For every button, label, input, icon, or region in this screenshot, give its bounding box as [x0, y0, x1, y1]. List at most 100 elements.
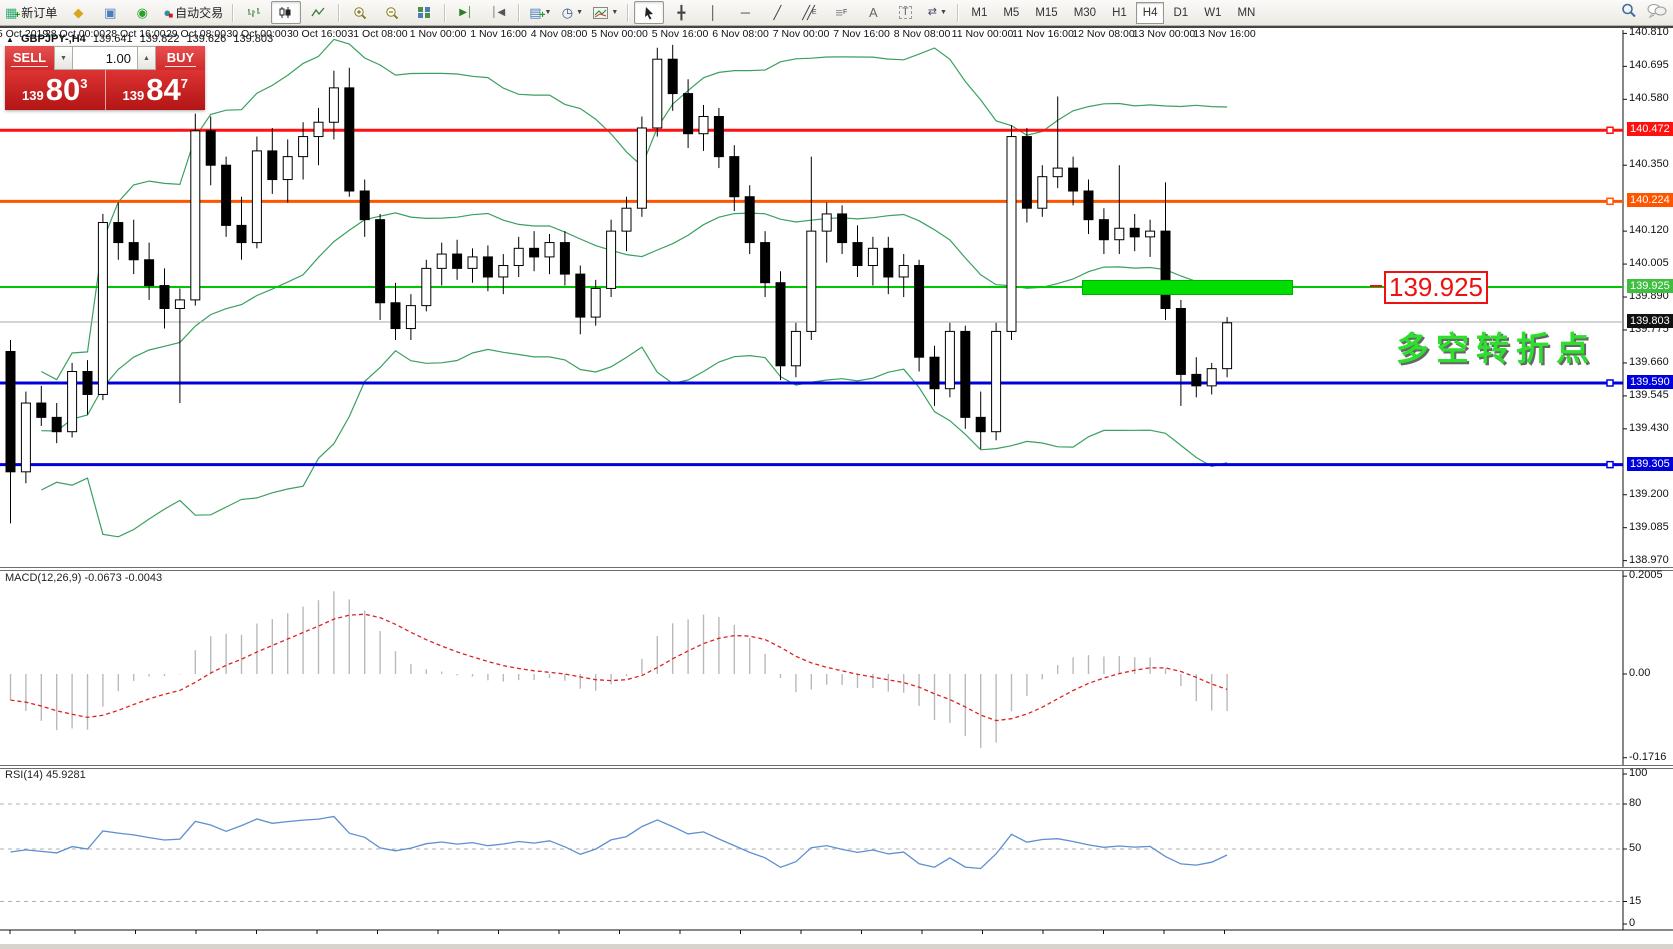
candle	[498, 265, 509, 278]
chat-button[interactable]	[1647, 3, 1667, 23]
symbol-header: ▲ GBPJPY-,H4 139.641 139.822 139.626 139…	[6, 33, 277, 45]
channel-icon: ╱╱	[802, 5, 815, 20]
candle	[190, 130, 201, 301]
time-tick: 5 Nov 16:00	[651, 28, 709, 40]
cursor-button[interactable]	[634, 1, 665, 24]
rsi-label: RSI(14) 45.9281	[5, 769, 86, 781]
pane-splitter-macd[interactable]	[0, 567, 1673, 571]
signals-button[interactable]: ◉	[127, 1, 157, 24]
candle	[544, 242, 555, 258]
candle	[559, 242, 570, 275]
sell-price[interactable]: 139 80 3	[22, 72, 88, 107]
price-tick: 140.695	[1629, 59, 1669, 72]
collapse-arrow-icon[interactable]: ▲	[6, 35, 14, 44]
candlestick-button[interactable]	[271, 1, 302, 24]
time-tick: 7 Nov 00:00	[772, 28, 830, 40]
text-icon: A	[869, 5, 878, 20]
candle	[621, 207, 632, 232]
vertical-line-icon: │	[709, 5, 718, 20]
timeframe-m5[interactable]: M5	[1003, 6, 1020, 19]
vertical-line-button[interactable]: │	[698, 1, 728, 24]
search-button[interactable]	[1621, 3, 1637, 23]
pane-splitter-rsi[interactable]	[0, 765, 1673, 769]
zoom-in-button[interactable]	[345, 1, 375, 24]
ohlc-close: 139.803	[233, 33, 274, 45]
zoom-out-button[interactable]	[377, 1, 407, 24]
candle	[606, 230, 617, 289]
candle	[375, 219, 386, 304]
text-label-button[interactable]: T	[890, 1, 920, 24]
text-button[interactable]: A	[858, 1, 888, 24]
volume-decrease-button[interactable]: ▼	[54, 46, 73, 70]
timeframe-d1[interactable]: D1	[1173, 6, 1189, 19]
macd-tick: -0.1716	[1629, 750, 1667, 763]
chart-window[interactable]: ▲ GBPJPY-,H4 139.641 139.822 139.626 139…	[0, 26, 1673, 946]
ohlc-high: 139.822	[139, 33, 180, 45]
candle	[236, 224, 247, 244]
candle	[5, 350, 16, 473]
timeframe-h1[interactable]: H1	[1112, 6, 1127, 19]
time-tick: 28 Oct 00:00	[44, 28, 106, 40]
timeframe-w1[interactable]: W1	[1204, 6, 1222, 19]
candle	[1160, 230, 1171, 309]
candle	[529, 247, 540, 258]
shift-chart-button[interactable]: ▶│	[451, 1, 481, 24]
tile-windows-icon	[418, 7, 431, 18]
candle	[405, 305, 416, 330]
candle	[790, 330, 801, 367]
timeframe-strip: M1 M5 M15 M30 H1 H4 D1 W1 MN	[963, 1, 1263, 24]
fibonacci-icon: ≡	[835, 5, 844, 20]
timeframe-m15[interactable]: M15	[1035, 6, 1058, 19]
price-callout[interactable]: 139.925	[1384, 271, 1488, 304]
separator	[627, 3, 630, 22]
chart-canvas[interactable]	[0, 28, 1673, 946]
fibonacci-button[interactable]: ≡ F	[835, 5, 848, 20]
volume-increase-button[interactable]: ▲	[137, 46, 156, 70]
chart-window-button[interactable]: ▣	[95, 1, 125, 24]
time-tick: 8 Nov 08:00	[893, 28, 951, 40]
bar-chart-button[interactable]	[239, 1, 269, 24]
window-bottom-strip	[0, 944, 1673, 949]
time-tick: 25 Oct 2019	[0, 28, 49, 40]
candle	[729, 156, 740, 198]
horizontal-line-button[interactable]: ─	[730, 1, 760, 24]
price-tick: 140.810	[1629, 26, 1669, 39]
volume-input[interactable]: 1.00	[73, 46, 137, 70]
timeframe-m1[interactable]: M1	[971, 6, 988, 19]
history-center-button[interactable]: ◆	[63, 1, 93, 24]
candle	[1037, 176, 1048, 209]
highlight-rectangle[interactable]	[1082, 280, 1293, 295]
ohlc-low: 139.626	[186, 33, 227, 45]
tile-windows-button[interactable]	[409, 1, 439, 24]
candle	[128, 242, 139, 261]
sell-button[interactable]: SELL	[5, 46, 54, 70]
time-tick: 6 Nov 08:00	[712, 28, 769, 40]
timeframe-mn[interactable]: MN	[1237, 6, 1256, 19]
callout-tick	[1370, 285, 1382, 287]
rsi-line	[10, 815, 1228, 870]
separator	[957, 3, 960, 22]
periods-button[interactable]: ◷ ▼	[561, 5, 584, 20]
indicators-button[interactable]: ▤ + ▼	[529, 5, 552, 21]
arrows-button[interactable]: ⇄ ▼	[927, 6, 947, 18]
channel-button[interactable]: ╱╱ E	[802, 5, 817, 20]
candle	[1129, 227, 1140, 238]
buy-price[interactable]: 139 84 7	[122, 72, 188, 107]
new-order-button[interactable]: ▦ + 新订单	[5, 5, 58, 21]
price-level-flag: 139.925	[1627, 279, 1673, 293]
buy-button[interactable]: BUY	[156, 46, 205, 70]
auto-scroll-button[interactable]: │◀	[483, 1, 513, 24]
timeframe-h4[interactable]: H4	[1135, 1, 1165, 24]
crosshair-button[interactable]: ╋	[666, 1, 696, 24]
price-tick: 140.005	[1629, 257, 1669, 270]
candle	[1052, 167, 1063, 178]
timeframe-m30[interactable]: M30	[1073, 6, 1097, 19]
price-tick: 139.545	[1629, 388, 1669, 401]
candle	[775, 282, 786, 367]
autotrade-button[interactable]: ● ■ 自动交易	[163, 5, 224, 20]
templates-button[interactable]: ▼	[589, 1, 622, 24]
candle	[837, 213, 848, 244]
line-chart-button[interactable]	[303, 1, 333, 24]
trendline-button[interactable]: ╱	[762, 1, 792, 24]
annotation-text[interactable]: 多空转折点	[1396, 330, 1596, 367]
